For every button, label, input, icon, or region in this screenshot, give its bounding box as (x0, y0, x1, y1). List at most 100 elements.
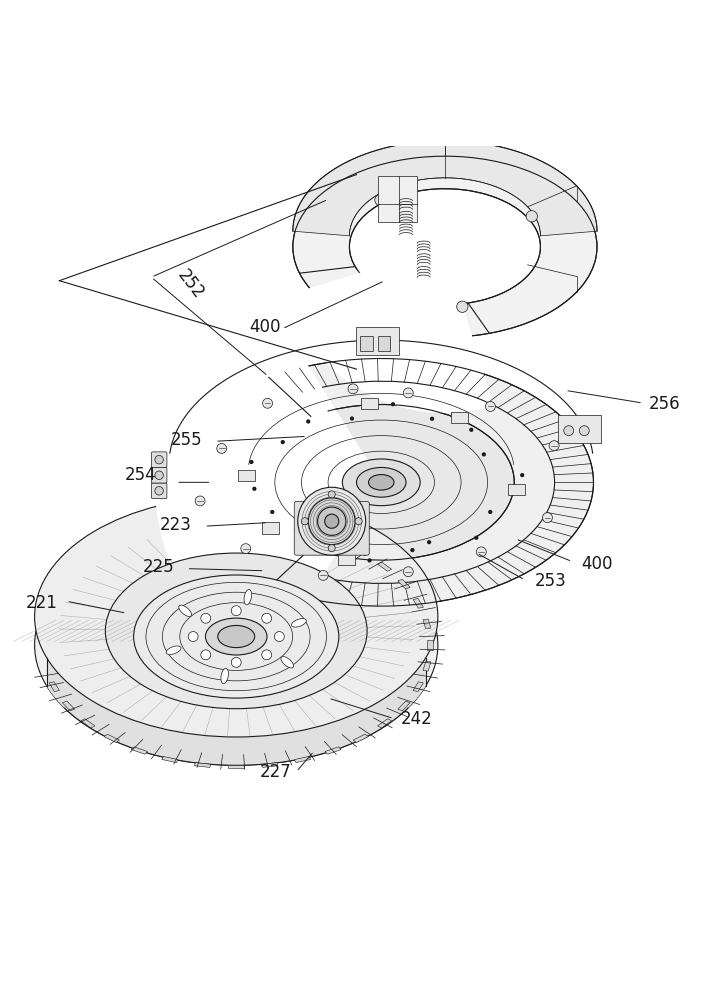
Ellipse shape (356, 467, 406, 497)
Circle shape (520, 473, 524, 477)
Polygon shape (353, 734, 369, 743)
Polygon shape (413, 598, 424, 608)
Polygon shape (262, 763, 278, 767)
Ellipse shape (133, 575, 339, 698)
Text: 227: 227 (260, 763, 291, 781)
Text: 252: 252 (173, 266, 207, 302)
Ellipse shape (248, 404, 514, 560)
Circle shape (469, 428, 473, 432)
Ellipse shape (324, 514, 339, 528)
Circle shape (564, 426, 574, 436)
Circle shape (250, 460, 254, 464)
Text: 254: 254 (125, 466, 157, 484)
FancyBboxPatch shape (151, 483, 167, 499)
Polygon shape (427, 640, 433, 650)
Circle shape (474, 536, 478, 540)
Polygon shape (228, 765, 244, 768)
Ellipse shape (349, 189, 540, 305)
Text: 242: 242 (401, 710, 433, 728)
Ellipse shape (169, 359, 593, 606)
Circle shape (580, 426, 589, 436)
Circle shape (355, 518, 362, 525)
Ellipse shape (166, 646, 181, 654)
Polygon shape (423, 661, 431, 671)
Text: 256: 256 (648, 395, 680, 413)
Ellipse shape (281, 657, 294, 668)
FancyBboxPatch shape (360, 336, 373, 351)
Text: 253: 253 (535, 572, 567, 590)
Circle shape (350, 416, 354, 421)
Circle shape (306, 419, 310, 424)
Ellipse shape (369, 475, 394, 490)
Circle shape (482, 452, 486, 457)
Ellipse shape (35, 525, 438, 765)
Text: 400: 400 (581, 555, 612, 573)
FancyBboxPatch shape (151, 452, 167, 467)
Circle shape (404, 388, 414, 398)
Circle shape (281, 440, 285, 444)
FancyBboxPatch shape (558, 415, 600, 443)
Circle shape (486, 401, 496, 411)
Circle shape (367, 558, 371, 563)
Circle shape (231, 606, 241, 616)
Circle shape (188, 632, 198, 641)
Polygon shape (353, 547, 369, 556)
Circle shape (476, 547, 486, 557)
Polygon shape (293, 141, 597, 236)
Polygon shape (325, 536, 341, 543)
Circle shape (195, 496, 205, 506)
Polygon shape (195, 763, 211, 767)
Polygon shape (423, 619, 431, 629)
Polygon shape (131, 747, 148, 754)
FancyBboxPatch shape (151, 467, 167, 483)
Circle shape (391, 402, 395, 406)
Wedge shape (286, 247, 493, 413)
Circle shape (252, 487, 257, 491)
Circle shape (201, 650, 211, 660)
Circle shape (549, 441, 559, 451)
Circle shape (427, 540, 431, 544)
FancyBboxPatch shape (237, 470, 255, 481)
Circle shape (410, 548, 414, 552)
FancyBboxPatch shape (262, 522, 279, 534)
Circle shape (375, 194, 386, 206)
Text: 400: 400 (249, 318, 280, 336)
Circle shape (430, 417, 434, 421)
Polygon shape (47, 658, 426, 765)
FancyBboxPatch shape (361, 398, 378, 409)
Text: 223: 223 (160, 516, 192, 534)
Circle shape (262, 398, 272, 408)
FancyBboxPatch shape (451, 412, 468, 423)
Circle shape (302, 518, 309, 525)
Circle shape (201, 613, 211, 623)
Ellipse shape (292, 619, 307, 627)
Ellipse shape (298, 487, 366, 555)
Text: 221: 221 (26, 594, 58, 612)
Polygon shape (398, 579, 410, 589)
Ellipse shape (179, 605, 192, 617)
Ellipse shape (309, 498, 355, 545)
FancyBboxPatch shape (338, 553, 354, 565)
FancyBboxPatch shape (508, 484, 525, 495)
Polygon shape (413, 682, 424, 692)
Ellipse shape (221, 668, 228, 684)
Ellipse shape (293, 156, 597, 337)
Circle shape (318, 570, 328, 580)
Circle shape (262, 613, 272, 623)
Circle shape (328, 545, 335, 552)
FancyBboxPatch shape (378, 176, 416, 222)
Circle shape (488, 510, 493, 514)
Polygon shape (378, 562, 391, 571)
Circle shape (155, 455, 163, 464)
Polygon shape (81, 719, 95, 728)
Polygon shape (49, 682, 59, 692)
FancyBboxPatch shape (294, 501, 369, 555)
Circle shape (241, 544, 251, 554)
Circle shape (262, 650, 272, 660)
Text: 225: 225 (143, 558, 174, 576)
Ellipse shape (106, 553, 367, 709)
FancyBboxPatch shape (378, 336, 391, 351)
Polygon shape (62, 701, 75, 711)
Polygon shape (104, 734, 119, 743)
Circle shape (299, 527, 303, 531)
